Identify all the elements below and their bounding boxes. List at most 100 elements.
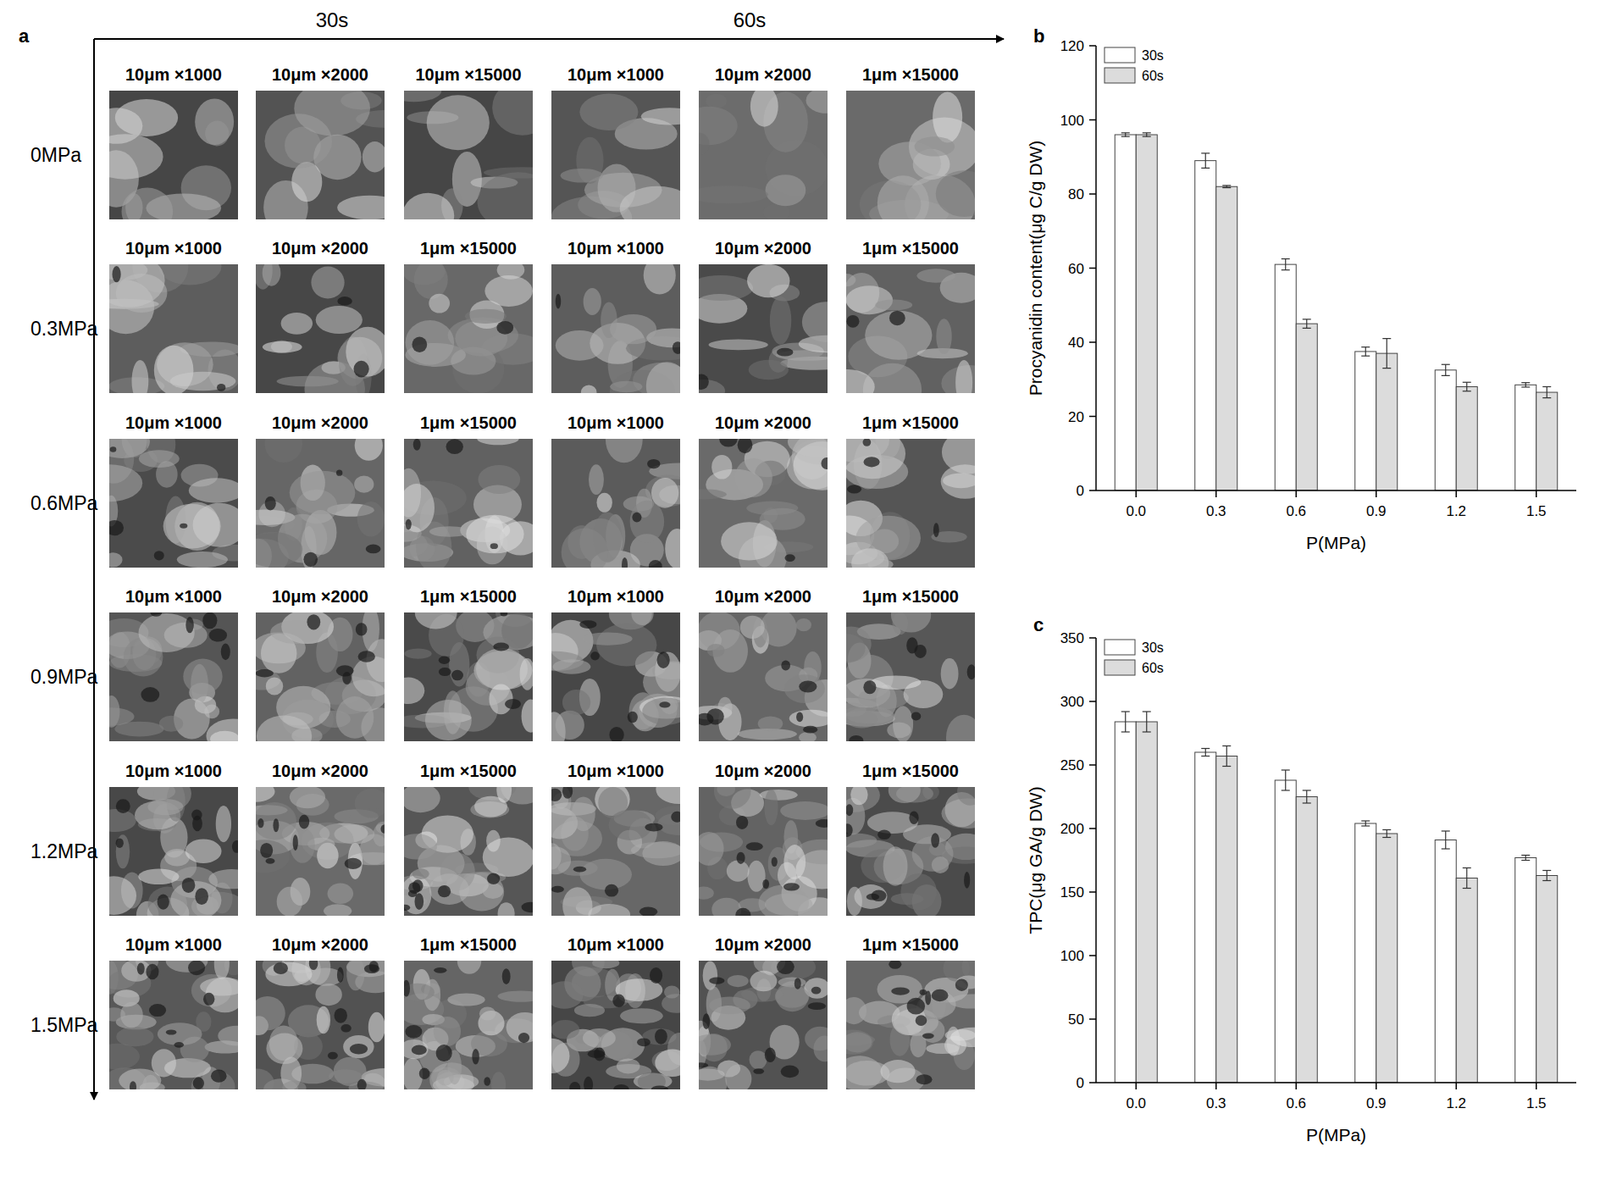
error-bar — [1382, 338, 1391, 369]
bar — [1536, 875, 1558, 1084]
error-cap — [1222, 184, 1231, 186]
sem-texture — [263, 90, 385, 220]
y-tick — [1089, 119, 1097, 122]
sem-pore — [916, 1074, 933, 1085]
y-tick-label: 250 — [1060, 757, 1085, 774]
sem-texture — [846, 438, 975, 568]
error-bar — [1462, 868, 1472, 889]
sem-grain — [262, 341, 303, 354]
sem-pore — [349, 1043, 368, 1054]
error-cap — [1121, 730, 1130, 732]
error-line — [1466, 868, 1468, 889]
sem-grain — [775, 985, 810, 1008]
sem-grain — [132, 359, 150, 394]
sem-grain — [327, 883, 355, 904]
x-tick — [1135, 1082, 1138, 1090]
x-tick-label: 0.0 — [1125, 1095, 1147, 1112]
error-cap — [1222, 745, 1231, 747]
sem-grain — [185, 838, 222, 864]
sem-grain — [497, 991, 533, 1003]
sem-grain — [109, 875, 137, 915]
sem-texture — [846, 786, 975, 916]
sem-grain — [316, 1006, 331, 1034]
sem-texture — [555, 264, 681, 394]
sem-pore — [154, 550, 165, 560]
image-label: 10μm ×1000 — [567, 935, 665, 954]
sem-grain — [642, 697, 681, 725]
sem-pore — [404, 1024, 422, 1038]
sem-pore — [746, 841, 764, 851]
sem-grain — [914, 136, 956, 156]
sem-grain — [941, 658, 959, 689]
sem-grain — [787, 438, 828, 458]
sem-grain — [561, 528, 609, 568]
bar — [1114, 721, 1136, 1083]
sem-grain — [116, 1026, 154, 1047]
sem-grain — [796, 618, 812, 632]
y-axis — [1095, 637, 1097, 1083]
sem-pore — [438, 667, 452, 676]
pressure-label: 0MPa — [30, 143, 82, 167]
sem-grain — [705, 94, 727, 109]
x-tick-label: 0.3 — [1206, 1095, 1227, 1112]
bar — [1376, 833, 1398, 1083]
sem-grain — [415, 612, 458, 630]
bars — [1114, 132, 1558, 491]
legend-swatch — [1104, 639, 1135, 655]
sem-pore — [333, 1007, 348, 1024]
y-tick-label: 300 — [1060, 693, 1085, 710]
y-tick — [1089, 489, 1097, 492]
sem-pore — [863, 438, 872, 447]
sem-texture — [698, 786, 828, 916]
sem-grain — [255, 802, 297, 840]
panel-label: c — [1033, 614, 1044, 636]
error-cap — [1361, 355, 1370, 357]
error-cap — [1201, 755, 1210, 757]
time-label: 60s — [733, 8, 767, 32]
y-tick — [1089, 636, 1097, 639]
sem-pore — [908, 810, 919, 824]
sem-grain — [765, 174, 807, 206]
sem-pore — [255, 669, 274, 677]
sem-image — [819, 597, 982, 760]
sem-pore — [419, 1068, 431, 1080]
y-tick — [1089, 700, 1097, 703]
sem-grain — [587, 903, 631, 916]
sem-grain — [725, 1064, 752, 1090]
x-tick-label: 1.5 — [1526, 1095, 1547, 1112]
sem-grain — [789, 709, 828, 728]
sem-pore — [648, 559, 663, 568]
sem-grain — [521, 699, 533, 733]
sem-pore — [306, 614, 321, 630]
sem-grain — [204, 121, 229, 147]
error-line — [1205, 748, 1207, 757]
sem-pore — [492, 642, 510, 652]
sem-grain — [214, 960, 230, 980]
sem-pore — [955, 978, 969, 992]
sem-grain — [698, 831, 725, 866]
sem-pore — [579, 620, 597, 629]
sem-grain — [293, 90, 371, 136]
sem-pore — [780, 1064, 800, 1078]
error-bar — [1382, 830, 1391, 838]
sem-pore — [185, 616, 194, 633]
sem-grain — [783, 844, 806, 880]
sem-grain — [846, 1031, 872, 1052]
sem-pore — [109, 520, 124, 536]
sem-pore — [344, 858, 362, 870]
sem-pore — [293, 834, 299, 851]
sem-grain — [465, 514, 524, 554]
sem-image — [392, 596, 545, 742]
legend-label: 60s — [1141, 660, 1164, 676]
image-label: 10μm ×1000 — [125, 761, 222, 781]
error-bar — [1302, 790, 1312, 803]
time-label: 30s — [315, 8, 349, 32]
error-cap — [1201, 747, 1210, 749]
sem-pore — [309, 960, 319, 970]
sem-image — [387, 769, 544, 924]
y-tick — [1089, 267, 1097, 270]
sem-grain — [404, 193, 454, 220]
image-label: 1μm ×15000 — [420, 935, 517, 954]
sem-image — [526, 598, 704, 753]
sem-grain — [551, 1019, 580, 1039]
